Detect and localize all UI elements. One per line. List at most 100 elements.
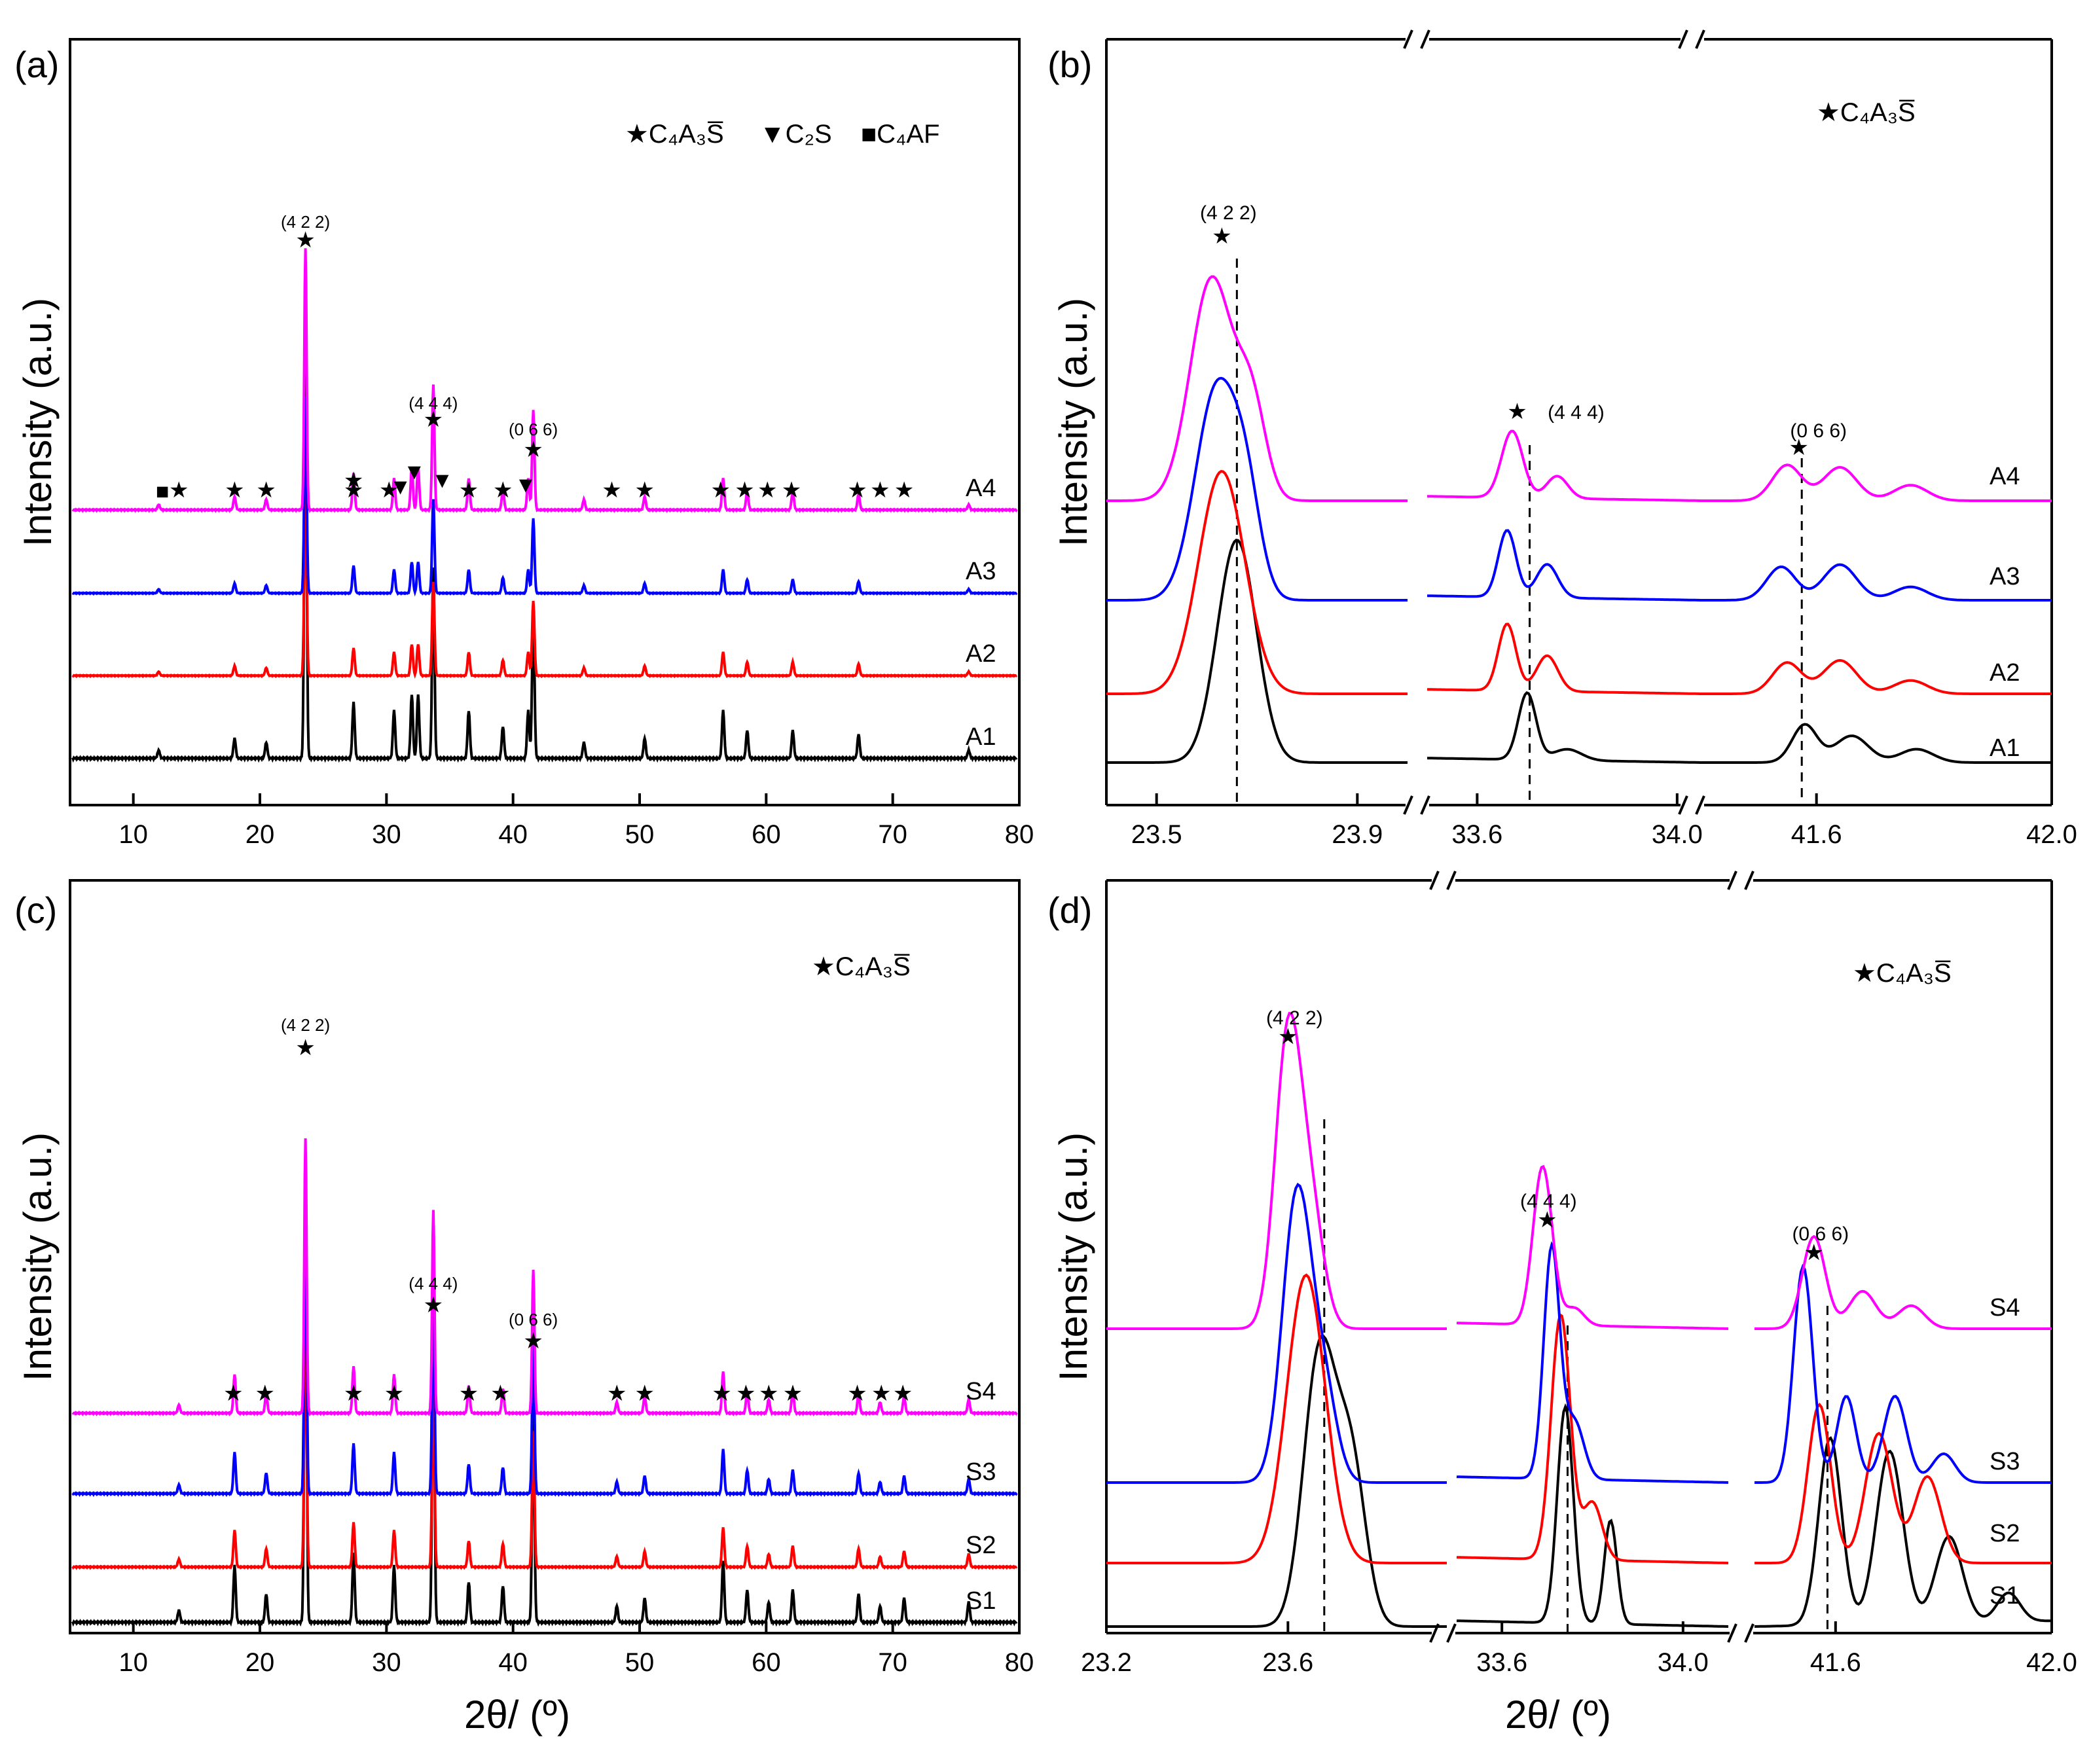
panel-d-series-S3-seg0 — [1106, 1182, 1447, 1484]
panel-c-series-S4 — [71, 1138, 1018, 1417]
panel-c-series-label-S2: S2 — [966, 1532, 996, 1559]
panel-d-series-label-S3: S3 — [1990, 1448, 2020, 1475]
panel-a-xtick-label-30: 30 — [372, 820, 401, 849]
panel-d-xtick-label-23.6: 23.6 — [1262, 1648, 1313, 1677]
panel-a-marker: ★ — [379, 478, 399, 503]
legend-c4a3s-a: ★C₄A₃S̅ — [625, 120, 724, 149]
panel-a-marker: ★ — [870, 478, 890, 503]
panel-d-peak-label: (0 6 6) — [1792, 1223, 1849, 1245]
panel-a-phase-markers: ★ ★ ★ ★ ★ ★ ★ ★ ★ ★ ★ ★ ★ ★ ★ ★★ ▼▼ ▼ ▼■★★★ — [156, 228, 914, 504]
panel-a-xtick-label-80: 80 — [1005, 820, 1034, 849]
panel-b-series-A1-seg2 — [1699, 723, 2052, 764]
panel-b-series-A2-seg0 — [1106, 470, 1408, 695]
panel-d-series-label-S4: S4 — [1990, 1294, 2020, 1322]
panel-c-marker: ★ — [295, 1035, 315, 1060]
panel-b-break-mark — [1403, 795, 1413, 815]
panel-c-peak-label: (4 2 2) — [281, 1015, 330, 1035]
panel-d-series-S2-seg1 — [1456, 1312, 1729, 1564]
panel-d-series-S4-seg2 — [1755, 1234, 2052, 1330]
panel-b-series-label-A4: A4 — [1990, 463, 2020, 490]
panel-d-peak-label: (4 2 2) — [1266, 1007, 1323, 1029]
panel-a-marker: ★ — [169, 478, 189, 503]
panel-d-series-label-S1: S1 — [1990, 1582, 2020, 1610]
panel-c-xtick-label-20: 20 — [245, 1648, 275, 1677]
panel-c-marker: ★ — [344, 1381, 363, 1406]
panel-c-phase-markers: ★ ★ ★ ★ ★ ★ ★ ★ ★ ★ ★ ★ ★ ★ ★★★★ — [223, 1035, 913, 1406]
panel-b-xtick-label-23.5: 23.5 — [1131, 820, 1182, 849]
panel-a-xtick-label-10: 10 — [118, 820, 148, 849]
panel-a-marker: ▼ — [390, 475, 412, 499]
panel-d-letter: (d) — [1047, 890, 1092, 931]
panel-c-xtick-label-70: 70 — [878, 1648, 907, 1677]
panel-d-series-label-S2: S2 — [1990, 1520, 2020, 1547]
panel-a-marker: ★ — [424, 407, 443, 432]
panel-c-ylabel: Intensity (a.u.) — [16, 1132, 60, 1381]
panel-c-series-label-S1: S1 — [966, 1587, 996, 1615]
legend-c2s-a: ▼C₂S — [759, 120, 832, 149]
panel-b-series-A2-seg1 — [1427, 622, 1702, 695]
panel-b: (b) Intensity (a.u.) ★C₄A₃S̅ 23.5 23.9 33.… — [1047, 29, 2077, 849]
panel-a-marker: ★ — [602, 478, 621, 503]
panel-b-series-A3-seg0 — [1106, 376, 1408, 602]
panel-a-xtick-label-50: 50 — [625, 820, 655, 849]
panel-b-series-label-A2: A2 — [1990, 659, 2020, 687]
panel-b-xtick-label-23.9: 23.9 — [1332, 820, 1383, 849]
panel-a-xtick-label-60: 60 — [752, 820, 781, 849]
legend-c4af-a: ■C₄AF — [861, 120, 940, 149]
panel-c-series-S1 — [71, 1215, 1018, 1627]
panel-c-peak-label: (0 6 6) — [509, 1310, 558, 1329]
panel-a-legend: ★C₄A₃S̅ ▼C₂S ■C₄AF — [625, 120, 940, 149]
panel-a-marker: ★ — [634, 478, 654, 503]
panel-d-break-mark — [1429, 871, 1440, 890]
panel-d-peak-star: ★ — [1804, 1240, 1824, 1265]
panel-a-series-A1 — [71, 358, 1018, 763]
panel-a-series-label-A1: A1 — [966, 723, 996, 751]
panel-b-break-mark — [1678, 29, 1688, 49]
panel-a-marker: ★ — [757, 478, 777, 503]
panel-a-marker: ▼ — [515, 473, 537, 497]
legend-c4a3s-c: ★C₄A₃S̅ — [812, 952, 911, 981]
panel-c-xtick-label-60: 60 — [752, 1648, 781, 1677]
panel-c-marker: ★ — [783, 1381, 803, 1406]
panel-c-xtick-label-50: 50 — [625, 1648, 655, 1677]
panel-d-xlabel: 2θ/ (º) — [1505, 1693, 1611, 1737]
panel-c-marker: ★ — [607, 1381, 627, 1406]
panel-c-marker: ★ — [459, 1381, 479, 1406]
panel-b-peak-star: ★ — [1789, 435, 1808, 460]
panel-c-marker: ★ — [759, 1381, 778, 1406]
panel-a-marker: ★ — [735, 478, 754, 503]
panel-a-marker: ★ — [295, 228, 315, 253]
panel-c-marker: ★ — [490, 1381, 510, 1406]
panel-c-series-label-S4: S4 — [966, 1378, 996, 1405]
panel-c-marker: ★ — [871, 1381, 891, 1406]
panel-a-marker: ★ — [894, 478, 914, 503]
panel-c-xtick-label-30: 30 — [372, 1648, 401, 1677]
panel-d-ylabel: Intensity (a.u.) — [1051, 1132, 1095, 1381]
panel-d-xtick-label-34.0: 34.0 — [1658, 1648, 1709, 1677]
panel-a-marker: ▼ — [431, 468, 454, 493]
panel-d-series-S2-seg0 — [1106, 1273, 1447, 1564]
panel-a: (a) Intensity (a.u.) 10 20 30 40 50 60 70 80 A1… — [14, 38, 1034, 849]
panel-d-break-mark — [1744, 871, 1755, 890]
panel-d-break-mark — [1446, 871, 1457, 890]
panel-b-break-mark — [1403, 29, 1413, 49]
panel-d-series-S4-seg0 — [1106, 1011, 1447, 1330]
panel-a-marker: ★ — [847, 478, 867, 503]
panel-c-series-label-S3: S3 — [966, 1458, 996, 1486]
panel-d-break-mark — [1727, 871, 1737, 890]
panel-a-series-label-A2: A2 — [966, 640, 996, 668]
panel-d-series-S4-seg1 — [1456, 1164, 1729, 1330]
panel-a-marker: ▼ — [403, 459, 426, 484]
panel-d-xtick-label-42.0: 42.0 — [2026, 1648, 2077, 1677]
panel-c-marker: ★ — [223, 1381, 243, 1406]
panel-d-break-mark — [1727, 1623, 1737, 1643]
panel-b-xtick-label-33.6: 33.6 — [1451, 820, 1502, 849]
panel-a-marker: ★ — [459, 478, 479, 503]
panel-b-peak-label: (0 6 6) — [1790, 420, 1847, 442]
panel-c-marker: ★ — [736, 1381, 755, 1406]
panel-b-series-label-A1: A1 — [1990, 734, 2020, 762]
panel-b-break-mark — [1695, 795, 1705, 815]
panel-a-xtick-label-40: 40 — [498, 820, 528, 849]
panel-a-marker: ★ — [523, 437, 543, 462]
